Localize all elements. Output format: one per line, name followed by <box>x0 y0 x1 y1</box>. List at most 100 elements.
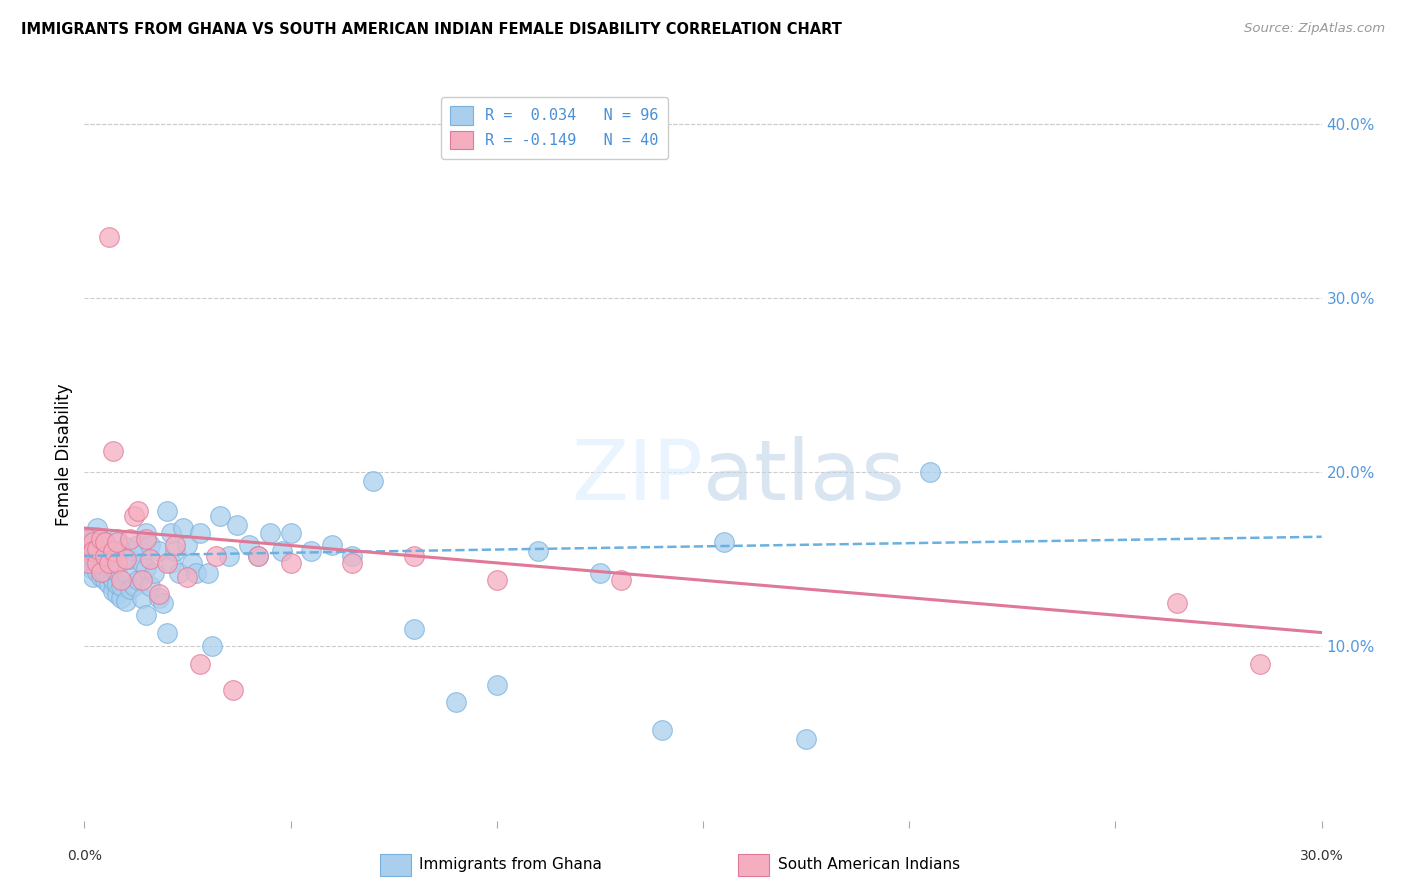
Point <box>794 731 817 746</box>
Point <box>105 565 128 579</box>
Point <box>404 549 426 563</box>
Point <box>299 543 322 558</box>
Point <box>94 574 117 588</box>
Point <box>90 552 112 566</box>
Point <box>131 556 153 570</box>
Point <box>188 657 211 671</box>
Point <box>118 532 141 546</box>
Point <box>246 549 269 563</box>
Point <box>75 543 97 558</box>
Point <box>98 568 121 582</box>
Point <box>156 556 179 570</box>
Point <box>82 570 104 584</box>
Point <box>246 549 269 563</box>
Point <box>139 539 162 553</box>
Point <box>98 543 121 558</box>
Point <box>82 552 104 566</box>
Point <box>103 583 125 598</box>
Point <box>131 591 153 605</box>
Text: ZIP: ZIP <box>571 436 703 517</box>
Point <box>105 576 128 591</box>
Point <box>103 561 125 575</box>
Point <box>135 526 157 541</box>
Point <box>1166 596 1188 610</box>
Point <box>713 535 735 549</box>
Point <box>321 539 343 553</box>
Point <box>82 541 104 556</box>
Point <box>90 535 112 549</box>
Point <box>86 541 108 556</box>
Point <box>94 549 117 563</box>
Point <box>135 532 157 546</box>
Point <box>94 547 117 561</box>
Point <box>110 591 132 605</box>
Point <box>90 565 112 579</box>
Text: atlas: atlas <box>703 436 904 517</box>
Point <box>184 566 207 581</box>
Point <box>156 503 179 517</box>
Point <box>609 574 631 588</box>
Point <box>527 543 550 558</box>
Text: IMMIGRANTS FROM GHANA VS SOUTH AMERICAN INDIAN FEMALE DISABILITY CORRELATION CHA: IMMIGRANTS FROM GHANA VS SOUTH AMERICAN … <box>21 22 842 37</box>
Point <box>94 558 117 572</box>
Point <box>259 526 281 541</box>
Point <box>209 508 232 523</box>
Point <box>160 556 183 570</box>
Point <box>98 576 121 591</box>
Point <box>404 622 426 636</box>
Point <box>148 587 170 601</box>
Point <box>103 543 125 558</box>
Point <box>98 556 121 570</box>
Point <box>197 566 219 581</box>
Point <box>139 552 162 566</box>
Point <box>131 574 153 588</box>
Point <box>165 543 187 558</box>
Point <box>122 578 145 592</box>
Point <box>180 556 202 570</box>
Point <box>103 574 125 588</box>
Point <box>114 594 136 608</box>
Text: South American Indians: South American Indians <box>778 857 960 871</box>
Point <box>127 574 149 588</box>
Point <box>98 556 121 570</box>
Text: 0.0%: 0.0% <box>67 848 101 863</box>
Point <box>79 561 101 575</box>
Text: Immigrants from Ghana: Immigrants from Ghana <box>419 857 602 871</box>
Point <box>79 539 101 553</box>
Point <box>110 578 132 592</box>
Point <box>86 539 108 553</box>
Point <box>589 566 612 581</box>
Point <box>86 556 108 570</box>
Point <box>90 543 112 558</box>
Point <box>77 556 100 570</box>
Point <box>105 587 128 601</box>
Point <box>165 539 187 553</box>
Point <box>172 521 194 535</box>
Point <box>444 695 467 709</box>
Point <box>114 566 136 581</box>
Point <box>82 543 104 558</box>
Point <box>342 549 364 563</box>
Point <box>127 503 149 517</box>
Point <box>105 535 128 549</box>
Point <box>226 517 249 532</box>
Point <box>114 552 136 566</box>
Point <box>205 549 228 563</box>
Point <box>82 532 104 546</box>
Point <box>77 556 100 570</box>
Point <box>651 723 673 737</box>
Point <box>160 526 183 541</box>
Point <box>127 539 149 553</box>
Point <box>188 526 211 541</box>
Point <box>238 539 260 553</box>
Point <box>98 230 121 244</box>
Point <box>94 535 117 549</box>
Point <box>485 574 508 588</box>
Point <box>86 530 108 544</box>
Text: 30.0%: 30.0% <box>1299 848 1344 863</box>
Point <box>152 596 174 610</box>
Point <box>90 532 112 546</box>
Point <box>918 466 941 480</box>
Point <box>105 556 128 570</box>
Point <box>82 535 104 549</box>
